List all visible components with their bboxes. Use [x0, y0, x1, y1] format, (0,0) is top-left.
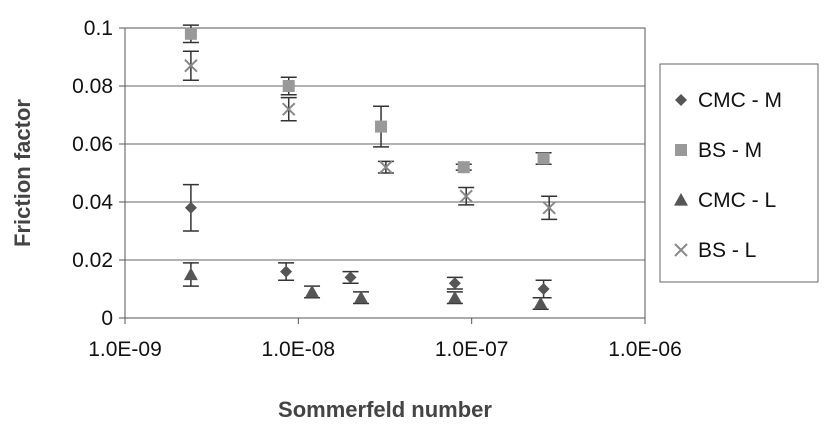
data-point: [537, 152, 550, 165]
legend-label: BS - L: [698, 239, 756, 262]
data-point: [542, 201, 556, 215]
y-tick-label: 0.04: [72, 191, 113, 214]
legend-item: BS - L: [674, 239, 756, 262]
data-point: [184, 201, 197, 214]
legend-item: CMC - M: [675, 89, 782, 112]
data-point: [305, 284, 320, 298]
legend: CMC - M BS - M CMC - L BS - L: [659, 63, 819, 283]
legend-marker: [674, 193, 688, 206]
data-point: [282, 102, 296, 116]
legend-item: CMC - L: [674, 189, 776, 212]
series-cmc-m: [182, 183, 552, 299]
data-point: [184, 58, 198, 73]
gridlines: [125, 85, 645, 261]
legend-entries: CMC - M BS - M CMC - L BS - L: [674, 89, 782, 262]
x-tick-label: 1.0E-08: [262, 338, 336, 361]
data-point: [354, 290, 369, 304]
x-tick-label: 1.0E-06: [608, 338, 682, 361]
legend-label: BS - M: [698, 139, 762, 162]
data-point: [459, 189, 473, 203]
y-tick-label: 0.06: [72, 133, 113, 156]
data-series: [182, 24, 558, 311]
y-axis-ticks: 0 0.02 0.04 0.06 0.08 0.1: [72, 17, 125, 330]
series-cmc-l: [182, 262, 549, 311]
x-tick-label: 1.0E-09: [88, 338, 162, 361]
legend-marker: [675, 94, 687, 106]
data-point: [375, 120, 388, 133]
data-point: [183, 267, 198, 281]
legend-label: CMC - M: [698, 89, 782, 112]
legend-label: CMC - L: [698, 189, 776, 212]
legend-marker: [674, 243, 688, 257]
data-point: [344, 271, 357, 284]
x-axis-ticks: 1.0E-09 1.0E-08 1.0E-07 1.0E-06: [88, 318, 682, 361]
x-tick-label: 1.0E-07: [435, 338, 509, 361]
data-point: [282, 80, 295, 92]
y-tick-label: 0: [101, 307, 113, 330]
data-point: [184, 27, 197, 40]
y-tick-label: 0.08: [72, 75, 113, 98]
plot-area-frame: [124, 27, 646, 319]
data-point: [448, 277, 461, 290]
data-point: [537, 283, 550, 295]
data-point: [457, 161, 470, 174]
data-point: [447, 290, 462, 304]
y-tick-label: 0.1: [84, 17, 113, 40]
data-point: [379, 160, 393, 174]
legend-marker: [675, 144, 687, 156]
x-axis-title: Sommerfeld number: [278, 397, 492, 422]
legend-item: BS - M: [675, 139, 762, 162]
series-bs-m: [182, 24, 552, 174]
data-point: [533, 296, 548, 310]
series-bs-l: [182, 50, 558, 221]
y-axis-title: Friction factor: [10, 99, 35, 247]
y-tick-label: 0.02: [72, 249, 113, 272]
data-point: [280, 265, 293, 278]
